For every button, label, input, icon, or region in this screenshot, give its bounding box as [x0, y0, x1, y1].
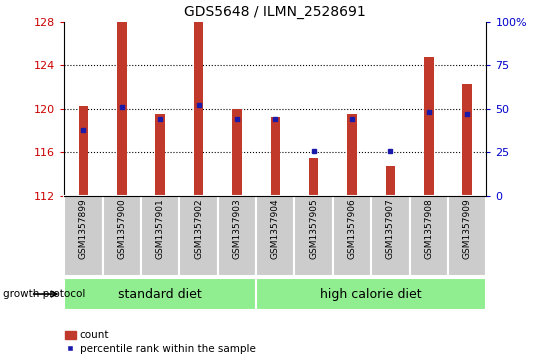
Text: growth protocol: growth protocol	[3, 289, 85, 299]
Bar	[309, 158, 319, 196]
Text: GSM1357902: GSM1357902	[194, 199, 203, 259]
Bar	[271, 117, 280, 196]
Text: GSM1357904: GSM1357904	[271, 199, 280, 259]
Legend: count, percentile rank within the sample: count, percentile rank within the sample	[61, 326, 260, 358]
Bar	[103, 196, 141, 276]
Bar	[218, 196, 256, 276]
Text: GSM1357906: GSM1357906	[348, 199, 357, 259]
Text: GSM1357899: GSM1357899	[79, 199, 88, 259]
Bar	[386, 166, 395, 196]
Bar	[179, 196, 218, 276]
Text: GSM1357903: GSM1357903	[233, 199, 241, 259]
Bar	[347, 114, 357, 196]
Title: GDS5648 / ILMN_2528691: GDS5648 / ILMN_2528691	[184, 5, 366, 19]
Bar	[424, 57, 434, 196]
Bar	[448, 196, 486, 276]
Bar	[333, 196, 371, 276]
Bar	[64, 278, 256, 310]
Bar	[256, 278, 486, 310]
Bar	[232, 109, 241, 196]
Text: GSM1357908: GSM1357908	[424, 199, 433, 259]
Text: GSM1357907: GSM1357907	[386, 199, 395, 259]
Bar	[410, 196, 448, 276]
Bar	[141, 196, 179, 276]
Bar	[194, 22, 203, 196]
Bar	[295, 196, 333, 276]
Bar	[79, 106, 88, 196]
Bar	[155, 114, 165, 196]
Text: standard diet: standard diet	[119, 287, 202, 301]
Bar	[117, 22, 127, 196]
Bar	[371, 196, 410, 276]
Bar	[64, 196, 103, 276]
Text: GSM1357905: GSM1357905	[309, 199, 318, 259]
Text: GSM1357909: GSM1357909	[463, 199, 472, 259]
Bar	[462, 84, 472, 196]
Text: GSM1357901: GSM1357901	[156, 199, 165, 259]
Bar	[256, 196, 295, 276]
Text: high calorie diet: high calorie diet	[320, 287, 422, 301]
Text: GSM1357900: GSM1357900	[117, 199, 126, 259]
